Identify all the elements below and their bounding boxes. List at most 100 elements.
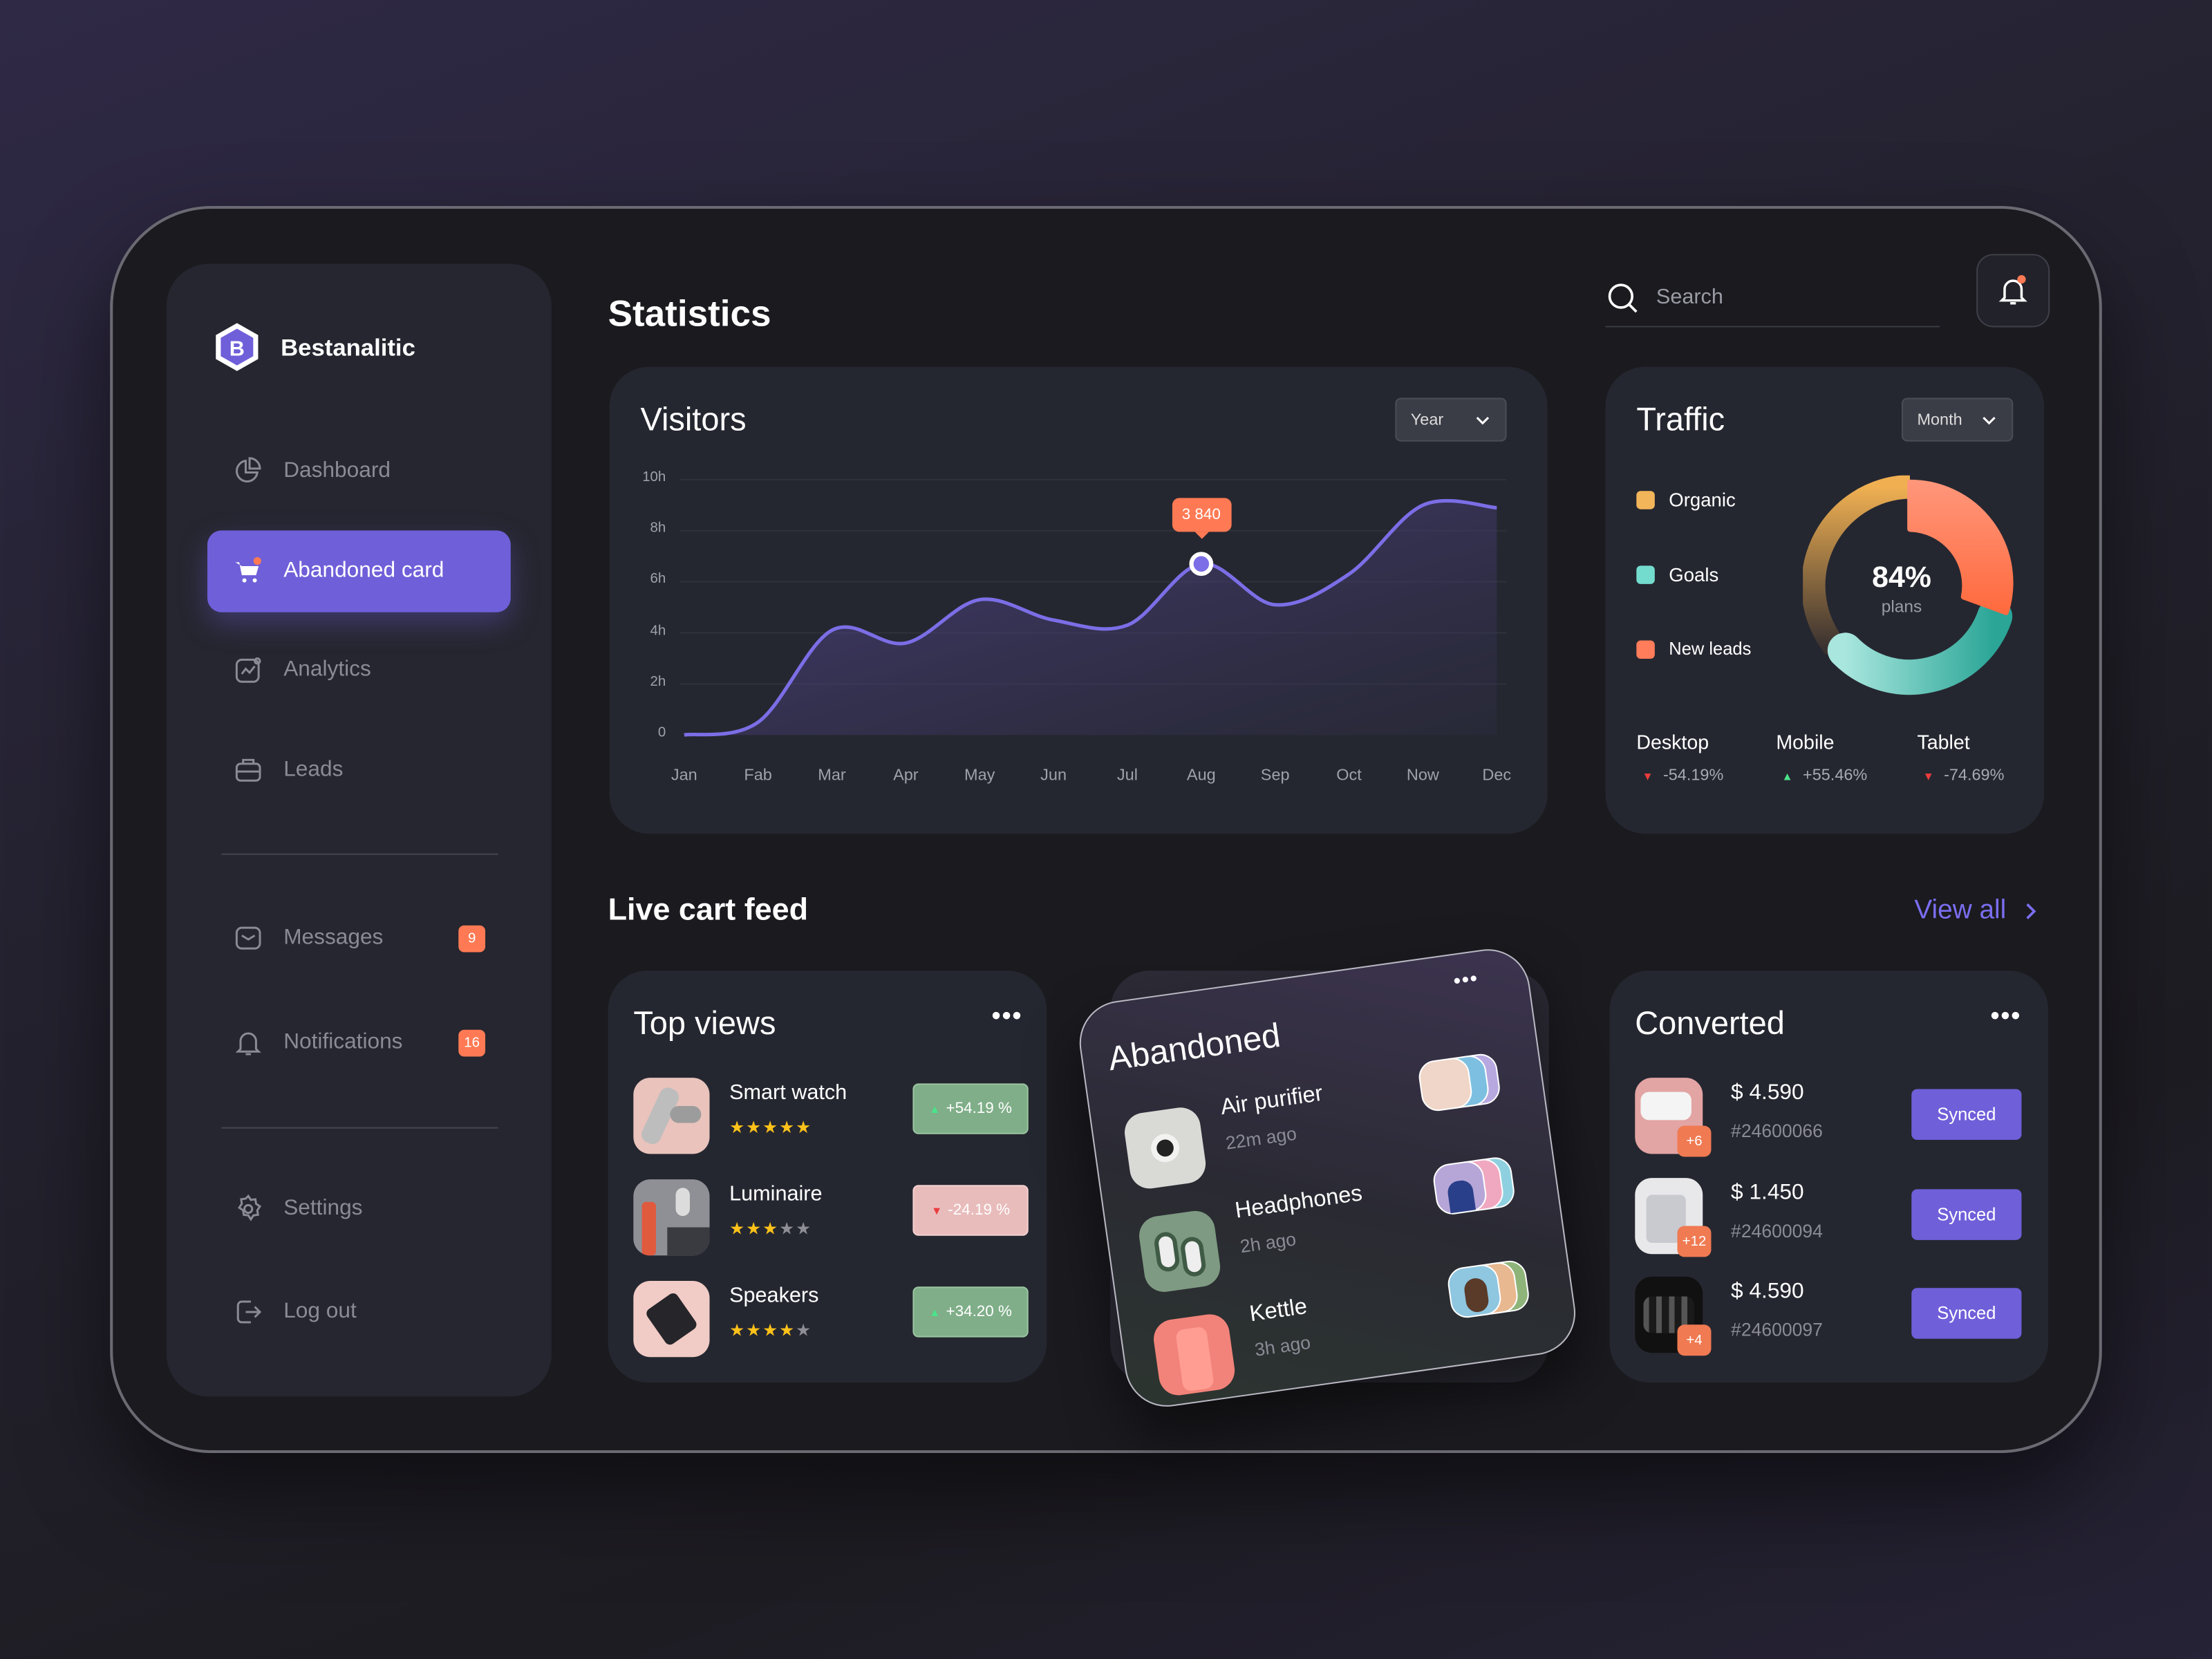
visitors-title: Visitors	[640, 400, 747, 438]
x-tick-label: Jul	[1116, 767, 1138, 785]
y-tick-label: 6h	[650, 572, 666, 588]
page-title: Statistics	[608, 292, 771, 335]
chevron-right-icon	[2026, 903, 2036, 919]
change-badge: ▲ +54.19 %	[912, 1083, 1029, 1134]
sidebar-item-log-out[interactable]: Log out	[207, 1271, 511, 1353]
change-value: -74.69%	[1944, 767, 2005, 785]
converted-card: Converted ••• +6 $ 4.590 #24600066 Synce…	[1609, 971, 2049, 1382]
section-title: Live cart feed	[608, 891, 809, 927]
list-item[interactable]: +6 $ 4.590 #24600066 Synced	[1635, 1078, 2022, 1157]
extra-items-badge: +12	[1677, 1226, 1712, 1257]
visitors-chart	[679, 478, 1507, 737]
search-input[interactable]: Search	[1605, 268, 1940, 328]
y-tick-label: 2h	[650, 674, 666, 690]
time-ago: 22m ago	[1224, 1123, 1298, 1154]
donut-center-value: 84%	[1872, 561, 1931, 594]
notifications-button[interactable]	[1976, 254, 2050, 328]
legend-label: Goals	[1669, 564, 1719, 585]
list-item[interactable]: +12 $ 1.450 #24600094 Synced	[1635, 1178, 2022, 1257]
product-name: Headphones	[1233, 1181, 1364, 1224]
x-tick-label: May	[964, 767, 995, 785]
sidebar-item-analytics[interactable]: Analytics	[207, 629, 511, 711]
avatar	[1431, 1159, 1489, 1217]
customer-avatars	[1416, 1051, 1504, 1114]
change-value: +34.20 %	[946, 1303, 1012, 1321]
extra-items-badge: +6	[1677, 1125, 1712, 1157]
rating-stars: ★★★★★	[729, 1219, 813, 1239]
device-tablet-change: ▼ -74.69%	[1923, 767, 2005, 784]
order-price: $ 4.590	[1731, 1280, 1804, 1304]
order-id: #24600094	[1731, 1220, 1823, 1241]
order-id: #24600097	[1731, 1319, 1823, 1340]
chevron-down-icon	[1476, 415, 1490, 424]
chart-tooltip: 3 840	[1171, 497, 1231, 539]
avatar	[1416, 1056, 1474, 1114]
top-views-title: Top views	[633, 1004, 776, 1042]
avatar	[1445, 1262, 1503, 1320]
product-name: Smart watch	[729, 1080, 847, 1105]
product-image	[633, 1179, 710, 1256]
triangle-down-icon: ▼	[930, 1203, 943, 1217]
synced-button[interactable]: Synced	[1911, 1089, 2022, 1140]
search-placeholder: Search	[1656, 285, 1723, 309]
donut-segment-goals	[1827, 599, 2013, 695]
messages-badge: 9	[458, 924, 486, 952]
sidebar-item-label: Dashboard	[283, 458, 391, 482]
list-item[interactable]: Luminaire ★★★★★ ▼ -24.19 %	[633, 1179, 1029, 1256]
list-item[interactable]: Smart watch ★★★★★ ▲ +54.19 %	[633, 1078, 1029, 1154]
sidebar-item-label: Settings	[283, 1196, 363, 1221]
abandoned-card: Abandoned ••• Air purifier 22m ago Headp…	[1074, 944, 1581, 1412]
product-image	[1136, 1208, 1223, 1295]
view-all-link[interactable]: View all	[1914, 896, 2037, 927]
y-tick-label: 10h	[642, 469, 666, 486]
change-value: -24.19 %	[948, 1201, 1011, 1219]
legend-new-leads: New leads	[1636, 639, 1751, 659]
legend-label: Organic	[1669, 489, 1736, 511]
list-item[interactable]: Speakers ★★★★★ ▲ +34.20 %	[633, 1281, 1029, 1358]
period-select[interactable]: Year	[1395, 397, 1507, 442]
bell-icon	[235, 1032, 261, 1056]
more-options-icon[interactable]: •••	[1990, 1001, 2022, 1030]
highlight-marker[interactable]	[1189, 552, 1214, 577]
period-value: Year	[1410, 411, 1444, 429]
triangle-up-icon: ▲	[929, 1102, 941, 1116]
more-options-icon[interactable]: •••	[1452, 966, 1480, 992]
period-select[interactable]: Month	[1901, 397, 2014, 442]
gear-icon	[238, 1194, 262, 1221]
x-tick-label: Fab	[744, 767, 772, 785]
product-image	[633, 1078, 710, 1154]
sidebar-item-label: Leads	[283, 757, 344, 782]
sidebar-item-abandoned-card[interactable]: Abandoned card	[207, 530, 511, 612]
period-value: Month	[1917, 411, 1962, 429]
device-tablet-label: Tablet	[1917, 731, 1970, 753]
time-ago: 3h ago	[1253, 1331, 1312, 1360]
brand-logo-icon: B	[216, 323, 259, 371]
device-desktop-label: Desktop	[1636, 731, 1709, 753]
x-tick-label: Apr	[893, 767, 919, 785]
synced-button[interactable]: Synced	[1911, 1288, 2022, 1339]
abandoned-title: Abandoned	[1105, 1017, 1283, 1079]
pie-chart-icon	[236, 457, 261, 482]
list-item[interactable]: +4 $ 4.590 #24600097 Synced	[1635, 1276, 2022, 1356]
order-price: $ 4.590	[1731, 1080, 1804, 1105]
product-name: Kettle	[1248, 1295, 1309, 1327]
change-badge: ▲ +34.20 %	[912, 1286, 1029, 1338]
sidebar-item-messages[interactable]: Messages 9	[207, 897, 511, 979]
sidebar-item-dashboard[interactable]: Dashboard	[207, 430, 511, 512]
synced-button[interactable]: Synced	[1911, 1189, 2022, 1240]
product-image	[633, 1281, 710, 1358]
y-tick-label: 4h	[650, 623, 666, 639]
traffic-title: Traffic	[1636, 400, 1725, 438]
sidebar-item-leads[interactable]: Leads	[207, 729, 511, 811]
order-price: $ 1.450	[1731, 1181, 1804, 1205]
visitors-card: Visitors Year 3 840 0 2h 4h 6h 8h 10h Jan Fab Ma…	[609, 366, 1548, 834]
donut-center-label: plans	[1881, 597, 1922, 617]
product-name: Luminaire	[729, 1182, 823, 1206]
x-tick-label: Now	[1406, 767, 1439, 785]
sidebar-item-notifications[interactable]: Notifications 16	[207, 1002, 511, 1083]
legend-label: New leads	[1669, 639, 1752, 659]
more-options-icon[interactable]: •••	[991, 1001, 1023, 1030]
sidebar-item-label: Messages	[283, 925, 384, 950]
sidebar-item-settings[interactable]: Settings	[207, 1168, 511, 1250]
x-tick-label: Dec	[1482, 767, 1512, 785]
